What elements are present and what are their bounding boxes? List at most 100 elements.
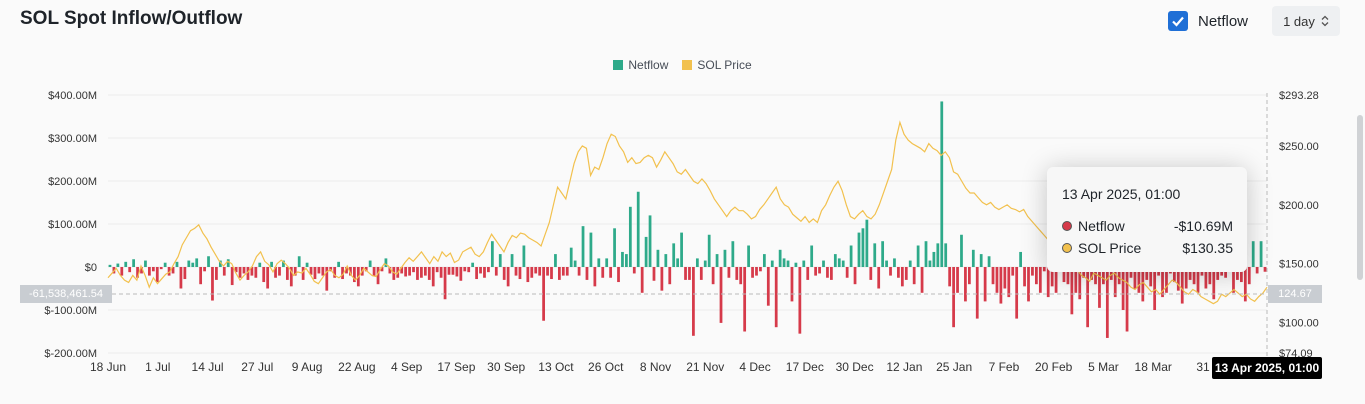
netflow-bar <box>601 267 605 278</box>
netflow-bar <box>305 262 309 267</box>
netflow-checkbox[interactable] <box>1168 11 1188 31</box>
netflow-bar <box>483 267 486 278</box>
netflow-bar <box>368 260 372 267</box>
x-tick-label: 17 Sep <box>437 360 475 374</box>
netflow-bar <box>285 267 289 280</box>
x-tick-label: 31 <box>1196 360 1210 374</box>
tooltip-row-sol-price: SOL Price $130.35 <box>1062 240 1233 256</box>
netflow-bar <box>991 267 995 285</box>
x-tick-label: 9 Aug <box>292 360 323 374</box>
y-left-tick-label: $300.00M <box>48 133 97 145</box>
netflow-bar <box>490 241 494 267</box>
netflow-bar <box>1149 267 1153 287</box>
netflow-bar <box>857 232 861 267</box>
netflow-bar <box>226 259 230 267</box>
netflow-bar <box>577 267 581 276</box>
x-tick-label: 1 Jul <box>145 360 170 374</box>
netflow-bar <box>668 267 672 285</box>
netflow-label: Netflow <box>1198 12 1249 30</box>
netflow-bar <box>956 267 959 293</box>
netflow-bar <box>459 267 463 281</box>
netflow-bar <box>695 258 699 267</box>
netflow-bar <box>345 267 348 274</box>
legend-item-sol-price[interactable]: SOL Price <box>682 58 752 72</box>
netflow-bar <box>538 267 542 276</box>
netflow-bar <box>735 267 739 280</box>
netflow-bar <box>652 267 656 281</box>
y-left-tick-label: $-100.00M <box>44 305 97 317</box>
netflow-bar <box>309 267 313 275</box>
tooltip-label-sol-price: SOL Price <box>1078 240 1142 256</box>
netflow-bar <box>159 267 163 270</box>
netflow-bar <box>199 267 203 285</box>
netflow-bar <box>1098 267 1101 308</box>
netflow-bar <box>621 251 624 267</box>
netflow-bar <box>1050 267 1054 287</box>
netflow-bar <box>487 267 490 273</box>
interval-select[interactable]: 1 day <box>1272 6 1340 36</box>
netflow-bar <box>384 258 388 267</box>
netflow-bar <box>435 267 439 273</box>
netflow-bar <box>1019 251 1022 267</box>
netflow-bar <box>431 267 435 287</box>
netflow-bar <box>1086 267 1090 328</box>
tooltip-row-netflow: Netflow -$10.69M <box>1062 218 1233 234</box>
netflow-bar <box>640 267 644 293</box>
netflow-bar <box>558 267 561 280</box>
y-left-tick-label: $100.00M <box>48 219 97 231</box>
netflow-bar <box>124 261 128 267</box>
netflow-bar <box>723 249 727 267</box>
netflow-bar <box>877 267 881 289</box>
netflow-bar <box>1165 267 1168 293</box>
netflow-bar <box>711 267 715 285</box>
netflow-bar <box>597 258 601 267</box>
y-left-tick-label: $200.00M <box>48 176 97 188</box>
netflow-bar <box>1133 267 1137 289</box>
netflow-bar <box>132 259 135 267</box>
netflow-bar <box>144 260 147 267</box>
legend-item-netflow[interactable]: Netflow <box>613 58 668 72</box>
netflow-bar <box>455 267 459 277</box>
netflow-bar <box>1137 267 1141 293</box>
netflow-bar <box>1251 241 1255 267</box>
x-tick-label: 8 Nov <box>640 360 671 374</box>
netflow-bar <box>613 228 616 267</box>
scrollbar[interactable] <box>1357 115 1363 280</box>
netflow-bar <box>826 267 829 278</box>
netflow-bar <box>881 241 885 267</box>
netflow-bar <box>1192 267 1196 285</box>
netflow-bar <box>242 267 246 274</box>
netflow-bar <box>1188 267 1192 280</box>
netflow-bar <box>471 262 475 267</box>
netflow-bar <box>715 254 719 267</box>
netflow-bar <box>207 256 210 267</box>
netflow-bar <box>218 260 222 267</box>
netflow-bar <box>534 267 538 274</box>
netflow-bar <box>522 245 526 267</box>
netflow-bar <box>333 267 337 278</box>
netflow-bar <box>408 267 411 276</box>
x-axis-ticks: 18 Jun 1 Jul 14 Jul 27 Jul 9 Aug 22 Aug 4 Sep 1… <box>90 360 1210 374</box>
netflow-bar <box>1212 267 1216 300</box>
netflow-bar <box>1247 267 1251 285</box>
netflow-bar <box>731 241 735 267</box>
y-axis-left-ticks: $400.00M $300.00M $200.00M $100.00M $0 $-100.… <box>44 90 97 360</box>
netflow-bar <box>404 267 408 277</box>
netflow-bar <box>861 228 865 267</box>
netflow-bar <box>423 267 427 276</box>
netflow-bar <box>542 267 545 321</box>
netflow-bar <box>766 267 770 306</box>
netflow-bar <box>230 267 234 286</box>
netflow-bar <box>1232 267 1235 293</box>
netflow-toggle[interactable]: Netflow <box>1168 8 1248 34</box>
netflow-bar <box>593 267 597 287</box>
netflow-bar <box>897 267 900 278</box>
netflow-bar <box>924 241 928 267</box>
netflow-bar <box>400 267 404 274</box>
netflow-bar <box>1224 267 1227 278</box>
legend-label-netflow: Netflow <box>628 58 669 72</box>
netflow-bar <box>151 267 155 272</box>
netflow-bar <box>246 267 250 280</box>
netflow-bar <box>814 267 817 276</box>
netflow-bar <box>1263 267 1267 272</box>
